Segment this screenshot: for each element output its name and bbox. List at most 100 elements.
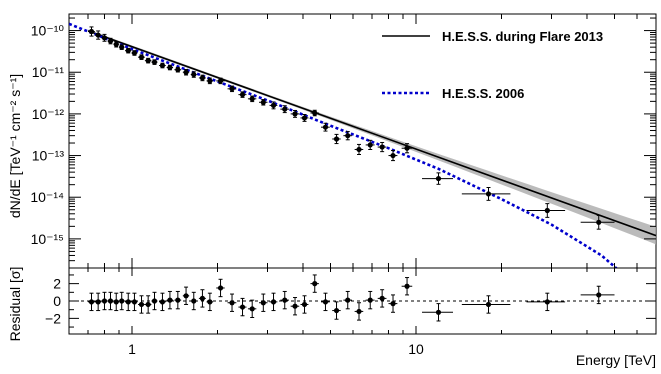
residual-point-marker xyxy=(107,298,114,304)
spectrum-point-marker xyxy=(390,152,396,159)
spectrum-point-marker xyxy=(175,67,181,73)
residual-point-marker xyxy=(390,301,396,307)
spectrum-point xyxy=(107,37,114,45)
spectrum-point-marker xyxy=(435,175,442,182)
residual-point xyxy=(216,278,225,298)
residual-point xyxy=(461,295,511,314)
fit-error-band xyxy=(88,29,657,245)
residual-point-marker xyxy=(217,285,224,291)
spectrum-point xyxy=(198,74,206,82)
residual-point xyxy=(138,295,145,314)
spectrum-point-marker xyxy=(301,115,308,121)
residual-point-marker xyxy=(191,298,197,304)
spectrum-point-marker xyxy=(88,28,95,35)
spectrum-point-marker xyxy=(249,96,255,102)
spectrum-point-marker xyxy=(345,133,351,139)
residual-point xyxy=(119,291,125,311)
spectrum-point-marker xyxy=(159,62,166,69)
residual-point-marker xyxy=(207,299,213,305)
spectrum-point-marker xyxy=(282,106,288,112)
residual-point xyxy=(343,290,352,310)
residual-point-marker xyxy=(138,301,145,308)
residual-y-tick-label: 0 xyxy=(53,293,61,309)
residual-point xyxy=(174,290,182,310)
spectrum-frame xyxy=(68,13,657,269)
x-tick-label: 1 xyxy=(128,341,136,357)
residual-point xyxy=(332,301,341,320)
spectrum-point xyxy=(354,143,364,156)
residual-point-marker xyxy=(95,299,101,305)
spectrum-point-marker xyxy=(131,50,138,56)
residual-point xyxy=(269,292,278,312)
spectrum-point xyxy=(227,85,237,93)
spectrum-point xyxy=(119,44,125,50)
residual-point-marker xyxy=(229,300,235,306)
residual-point-marker xyxy=(119,298,125,304)
spectrum-point xyxy=(258,99,268,106)
residual-point-marker xyxy=(199,295,206,301)
residual-point-marker xyxy=(113,299,119,305)
residual-point xyxy=(131,292,138,312)
spectrum-point xyxy=(310,109,319,117)
spectrum-point-marker xyxy=(596,219,602,225)
residual-point xyxy=(365,290,375,310)
residual-panel: −202 1 10 Residual [σ] Energy [TeV] xyxy=(7,267,657,368)
spectrum-point-marker xyxy=(183,69,189,75)
fit-line-flare-2013 xyxy=(87,30,656,237)
residual-point xyxy=(206,292,214,312)
spectrum-point-marker xyxy=(356,146,362,153)
residual-point-marker xyxy=(404,283,410,289)
spectrum-point xyxy=(269,101,278,110)
residual-point xyxy=(310,274,319,293)
spectrum-point xyxy=(88,26,95,37)
spectrum-point xyxy=(101,33,108,42)
spectrum-point-marker xyxy=(151,59,158,65)
spectrum-point xyxy=(216,77,225,85)
residual-y-tick-label: −2 xyxy=(45,310,61,326)
residual-point xyxy=(88,292,95,312)
residual-point xyxy=(227,293,237,312)
residual-point-marker xyxy=(159,299,166,305)
residual-point-marker xyxy=(596,292,602,298)
spectrum-point xyxy=(321,122,330,132)
spectrum-point-marker xyxy=(260,99,266,105)
residual-point-marker xyxy=(88,299,95,305)
spectrum-point-marker xyxy=(207,78,213,84)
spectrum-point xyxy=(151,59,158,65)
residual-point xyxy=(290,297,300,316)
residual-point-marker xyxy=(435,309,442,315)
residual-point-marker xyxy=(544,299,550,305)
spectrum-point xyxy=(388,150,398,162)
spectrum-point xyxy=(343,131,352,141)
residual-point xyxy=(247,299,257,318)
residual-point xyxy=(166,290,174,310)
spectrum-point-marker xyxy=(270,102,277,108)
legend-label-hess-2006: H.E.S.S. 2006 xyxy=(442,86,524,101)
spectrum-point-marker xyxy=(199,75,206,81)
x-axis-title: Energy [TeV] xyxy=(576,352,656,368)
spectrum-point-marker xyxy=(107,38,114,44)
residual-point-marker xyxy=(270,299,277,305)
residual-point-marker xyxy=(151,298,158,304)
spectrum-point xyxy=(332,133,341,145)
spectrum-point-marker xyxy=(113,41,119,47)
spectrum-point xyxy=(131,50,138,56)
spectrum-point-marker xyxy=(322,124,329,130)
spectrum-point-marker xyxy=(379,144,385,150)
residual-point xyxy=(182,286,190,305)
spectrum-point xyxy=(94,30,102,40)
residual-point xyxy=(238,297,247,317)
residual-point xyxy=(144,295,152,314)
legend: H.E.S.S. during Flare 2013 H.E.S.S. 2006 xyxy=(382,29,603,101)
spectrum-point-marker xyxy=(191,71,197,78)
spectrum-point xyxy=(182,68,190,76)
spectrum-point-marker xyxy=(239,92,246,98)
spectrum-point xyxy=(422,172,454,185)
residual-point-marker xyxy=(301,301,308,308)
spectrum-point-marker xyxy=(404,145,410,151)
spectrum-point-marker xyxy=(119,44,125,50)
spectrum-point xyxy=(247,95,257,103)
spectrum-point xyxy=(206,77,214,85)
spectrum-point xyxy=(125,47,132,54)
